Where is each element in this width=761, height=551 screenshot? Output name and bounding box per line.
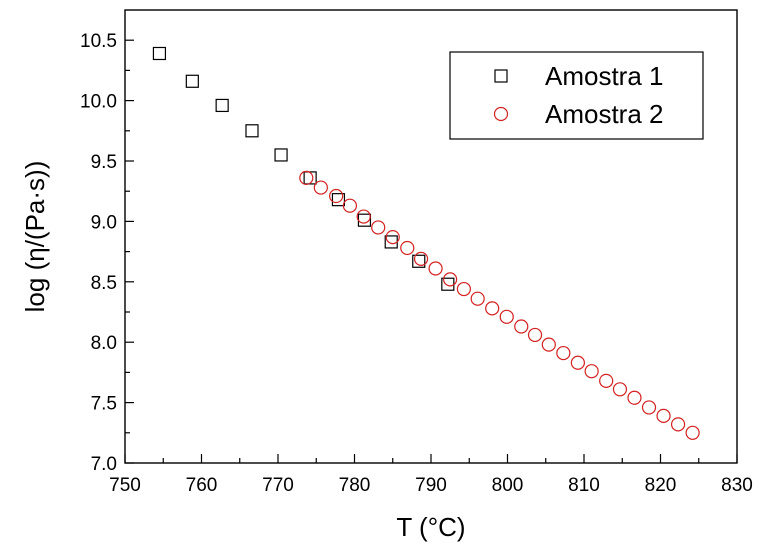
y-tick-label: 7.5: [91, 394, 117, 415]
data-point: [274, 148, 288, 162]
legend-marker: [494, 69, 508, 83]
legend-label: Amostra 2: [545, 99, 664, 129]
data-point: [485, 301, 500, 316]
y-tick-label: 8.0: [91, 333, 117, 354]
data-point: [342, 198, 358, 213]
legend-label: Amostra 1: [545, 61, 664, 91]
data-point: [371, 220, 386, 235]
x-tick-label: 750: [109, 475, 141, 496]
data-point: [303, 171, 317, 185]
y-tick-label: 9.5: [91, 152, 117, 173]
data-point: [527, 327, 543, 343]
data-point: [185, 74, 199, 88]
data-point: [641, 400, 657, 415]
x-tick-label: 780: [339, 475, 371, 496]
x-tick-label: 800: [492, 475, 524, 496]
data-point: [584, 364, 599, 379]
data-point: [215, 98, 229, 113]
data-point: [412, 254, 426, 268]
y-axis-label: log (η/(Pa·s)): [20, 161, 50, 313]
ticks-layer: 750 760 770 780 790 800 810 820 830 7.0 7.5 8.0 8.5 9…: [80, 31, 753, 496]
y-tick-label: 10.5: [80, 31, 117, 52]
legend-box: [449, 51, 704, 140]
x-axis-label: T (°C): [396, 512, 465, 542]
plot-frame: [124, 9, 738, 464]
data-point: [556, 345, 571, 361]
data-point: [456, 281, 471, 297]
data-point: [685, 425, 700, 440]
y-tick-label: 10.0: [80, 92, 117, 113]
data-point: [670, 417, 686, 432]
x-tick-label: 790: [415, 475, 447, 496]
data-point: [385, 230, 400, 245]
data-point: [499, 309, 514, 324]
data-point: [384, 235, 398, 249]
x-tick-label: 770: [262, 475, 294, 496]
y-tick-label: 8.5: [91, 273, 117, 294]
y-tick-label: 9.0: [91, 212, 117, 233]
legend-marker: [493, 106, 509, 122]
data-point: [331, 193, 346, 207]
legend: Amostra 1 Amostra 2: [449, 51, 704, 140]
data-point: [413, 251, 429, 266]
data-point: [570, 355, 585, 370]
x-tick-label: 830: [721, 475, 753, 496]
x-tick-label: 760: [186, 475, 218, 496]
data-point: [470, 291, 485, 306]
data-point: [612, 382, 628, 397]
data-point: [656, 408, 671, 423]
data-point: [152, 46, 167, 61]
data-point: [443, 272, 458, 287]
data-point: [428, 261, 443, 276]
data-point: [599, 373, 614, 388]
data-point: [627, 390, 642, 405]
data-point: [400, 240, 415, 256]
data-point: [313, 180, 328, 195]
data-point: [245, 124, 259, 138]
data-point: [514, 319, 529, 334]
x-tick-label: 810: [568, 475, 600, 496]
data-point: [541, 337, 556, 352]
data-point: [299, 170, 314, 186]
points-layer: [152, 46, 700, 440]
data-point: [356, 209, 371, 224]
x-tick-label: 820: [645, 475, 677, 496]
series-2: [299, 170, 700, 440]
data-point: [329, 188, 344, 204]
y-tick-label: 7.0: [91, 454, 117, 475]
